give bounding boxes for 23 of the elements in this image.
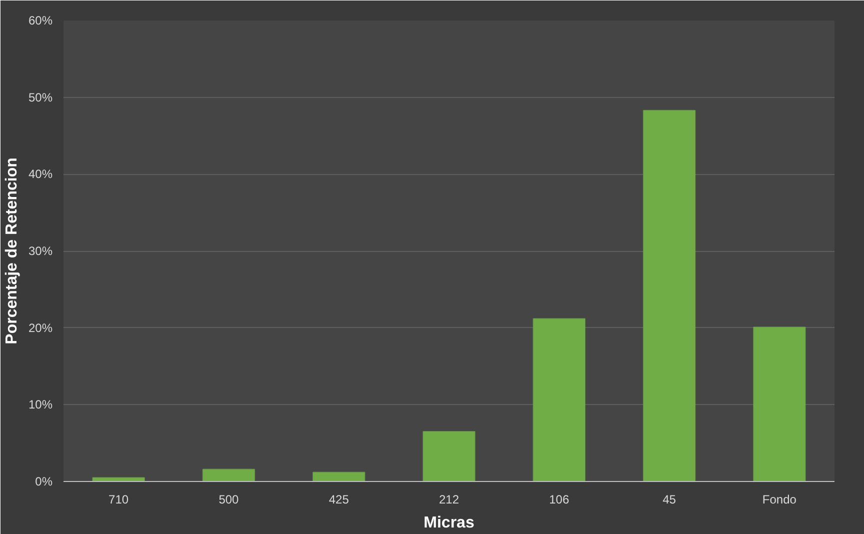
x-tick-label: 425 — [328, 492, 350, 506]
bar — [312, 472, 366, 482]
x-tick-label: Fondo — [762, 492, 797, 506]
y-tick-label: 30% — [28, 244, 53, 258]
y-tick-label: 10% — [28, 398, 53, 412]
x-tick-label: 106 — [549, 492, 570, 506]
y-tick-label: 50% — [28, 90, 53, 104]
y-axis-title: Porcentaje de Retencion — [3, 158, 20, 344]
y-tick-label: 0% — [35, 474, 53, 488]
bar — [642, 110, 696, 482]
bar — [753, 326, 806, 482]
x-tick-label: 710 — [108, 492, 129, 506]
x-tick-label: 45 — [662, 492, 676, 506]
y-tick-label: 20% — [28, 320, 53, 335]
y-tick-label: 60% — [28, 14, 53, 28]
bar — [92, 477, 145, 482]
x-tick-label: 212 — [438, 492, 460, 506]
y-tick-label: 40% — [28, 167, 53, 182]
x-tick-label: 500 — [218, 492, 240, 506]
bar — [202, 468, 256, 482]
bar — [422, 431, 476, 482]
x-axis-title: Micras — [424, 514, 474, 532]
bar — [532, 318, 586, 482]
